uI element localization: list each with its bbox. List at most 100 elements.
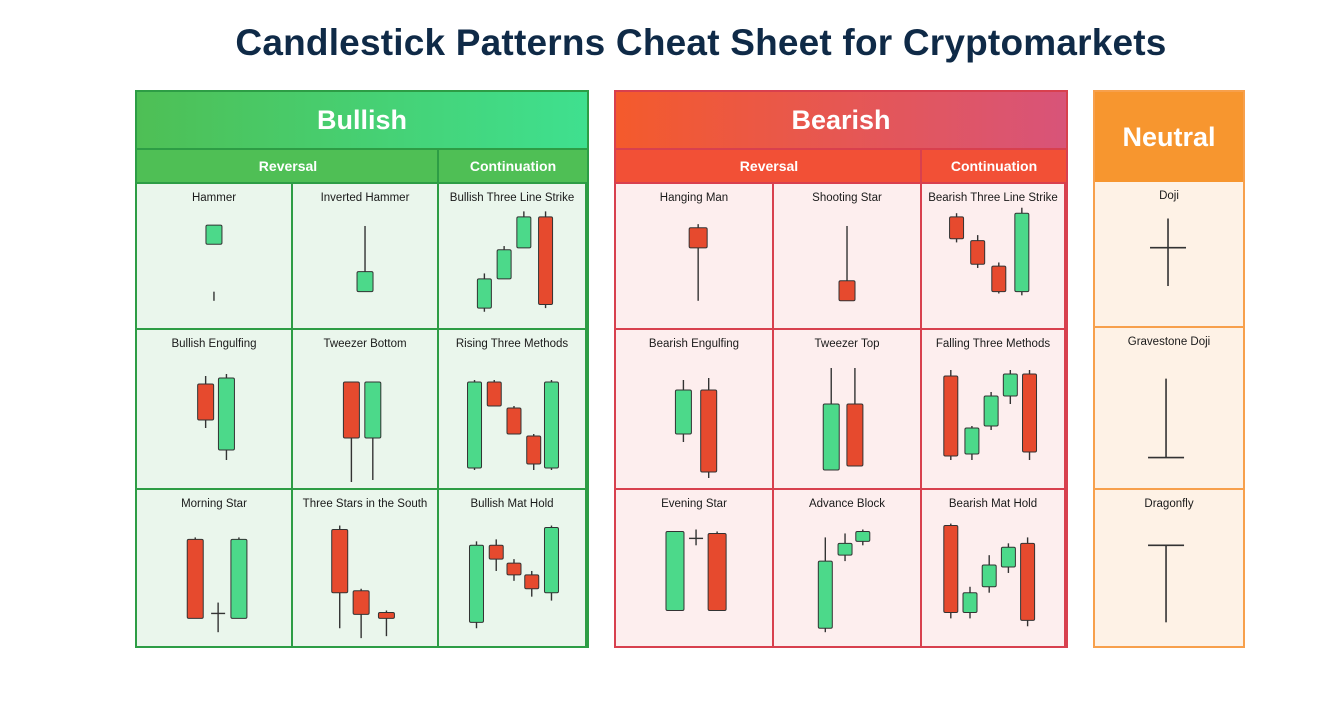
bullish-candle xyxy=(467,381,483,469)
bullish-candle xyxy=(983,395,999,427)
pattern-cell: Tweezer Bottom xyxy=(293,330,439,490)
pattern-label: Bullish Mat Hold xyxy=(470,498,554,510)
bullish-candle xyxy=(1000,546,1016,568)
bearish-candle xyxy=(352,590,370,615)
pattern-cell: Rising Three Methods xyxy=(439,330,587,490)
bearish-panel: Bearish Reversal Continuation Hanging Ma… xyxy=(614,90,1068,648)
pattern-cell: Bullish Engulfing xyxy=(137,330,293,490)
pattern-label: Advance Block xyxy=(808,498,886,510)
bullish-candle xyxy=(217,377,235,451)
pattern-cell: Falling Three Methods xyxy=(922,330,1066,490)
pattern-cell: Bearish Three Line Strike xyxy=(922,184,1066,330)
bullish-candle xyxy=(543,381,559,469)
bullish-continuation-label: Continuation xyxy=(439,148,587,184)
bearish-candle xyxy=(707,532,727,611)
candlestick-illustration xyxy=(476,211,554,312)
bearish-reversal-label: Reversal xyxy=(616,148,922,184)
bearish-candle xyxy=(197,383,215,421)
bearish-candle xyxy=(486,381,502,407)
bullish-candle xyxy=(205,224,223,245)
pattern-cell: Tweezer Top xyxy=(774,330,922,490)
pattern-label: Dragonfly xyxy=(1144,498,1194,510)
bearish-candle xyxy=(342,381,360,439)
candlestick-illustration xyxy=(943,523,1036,627)
bullish-header: Bullish xyxy=(137,92,587,148)
candlestick-illustration xyxy=(197,374,235,460)
bearish-candle xyxy=(488,544,504,560)
pattern-label: Gravestone Doji xyxy=(1127,336,1211,348)
bullish-candle xyxy=(964,427,980,455)
bullish-candle xyxy=(837,542,853,556)
pattern-cell: Hanging Man xyxy=(616,184,774,330)
candlestick-illustration xyxy=(467,380,559,470)
bearish-candle xyxy=(526,435,542,465)
candlestick-illustration xyxy=(949,207,1030,296)
pattern-cell: Morning Star xyxy=(137,490,293,648)
bullish-candle xyxy=(981,564,997,588)
bullish-panel: Bullish Reversal Continuation Hammer Inve… xyxy=(135,90,589,648)
pattern-cell: Shooting Star xyxy=(774,184,922,330)
bearish-candle xyxy=(943,375,959,457)
page-title: Candlestick Patterns Cheat Sheet for Cry… xyxy=(235,22,1167,63)
candlestick-illustration xyxy=(674,378,718,478)
bearish-candle xyxy=(331,529,349,594)
bearish-candle xyxy=(506,562,522,576)
bullish-candle xyxy=(230,538,248,619)
candlestick-illustration xyxy=(1148,544,1185,623)
candlestick-illustration xyxy=(331,525,395,639)
bearish-candle xyxy=(1020,542,1036,621)
pattern-cell: Doji xyxy=(1095,182,1243,328)
bullish-candle xyxy=(962,592,978,613)
bearish-candle xyxy=(506,407,522,435)
bullish-candle xyxy=(855,530,871,542)
pattern-label: Bearish Mat Hold xyxy=(948,498,1038,510)
pattern-label: Hammer xyxy=(191,192,237,204)
candlestick-illustration xyxy=(1148,378,1185,459)
bearish-candle xyxy=(700,389,718,473)
bullish-candle xyxy=(468,544,484,623)
divider xyxy=(920,148,922,184)
bearish-candle xyxy=(538,216,554,305)
pattern-label: Bullish Three Line Strike xyxy=(449,192,575,204)
bearish-candle xyxy=(838,280,856,302)
candlestick-illustration xyxy=(822,368,864,471)
candlestick-illustration xyxy=(342,381,382,482)
pattern-cell: Three Stars in the South xyxy=(293,490,439,648)
pattern-label: Inverted Hammer xyxy=(320,192,410,204)
pattern-cell: Hammer xyxy=(137,184,293,330)
bullish-candle xyxy=(817,560,833,629)
bullish-candle xyxy=(1014,212,1030,293)
bearish-continuation-label: Continuation xyxy=(922,148,1066,184)
bullish-candle xyxy=(674,389,692,435)
candlestick-illustration xyxy=(468,525,559,629)
pattern-cell: Bullish Mat Hold xyxy=(439,490,587,648)
bearish-header: Bearish xyxy=(616,92,1066,148)
bullish-candle xyxy=(496,249,512,280)
pattern-label: Shooting Star xyxy=(812,192,882,204)
bullish-candle xyxy=(822,403,840,471)
bullish-candle xyxy=(1002,373,1018,397)
candlestick-illustration xyxy=(1150,218,1187,287)
pattern-cell: Bearish Engulfing xyxy=(616,330,774,490)
bullish-candle xyxy=(665,530,685,611)
pattern-cell: Dragonfly xyxy=(1095,490,1243,648)
candlestick-illustration xyxy=(688,224,708,301)
bullish-candle xyxy=(516,216,532,249)
pattern-label: Hanging Man xyxy=(659,192,729,204)
pattern-cell: Inverted Hammer xyxy=(293,184,439,330)
bearish-candle xyxy=(991,265,1007,293)
pattern-label: Tweezer Bottom xyxy=(323,338,407,350)
bearish-candle xyxy=(943,525,959,613)
pattern-label: Bearish Engulfing xyxy=(648,338,740,350)
bearish-candle xyxy=(377,611,395,619)
candlestick-illustration xyxy=(943,370,1038,460)
bullish-candle xyxy=(476,278,492,309)
pattern-cell: Evening Star xyxy=(616,490,774,648)
pattern-cell: Advance Block xyxy=(774,490,922,648)
pattern-cell: Gravestone Doji xyxy=(1095,328,1243,490)
bearish-candle xyxy=(524,574,540,590)
bullish-candle xyxy=(543,527,559,594)
bearish-candle xyxy=(846,403,864,467)
candlestick-illustration xyxy=(186,537,248,633)
neutral-header: Neutral xyxy=(1095,92,1243,182)
